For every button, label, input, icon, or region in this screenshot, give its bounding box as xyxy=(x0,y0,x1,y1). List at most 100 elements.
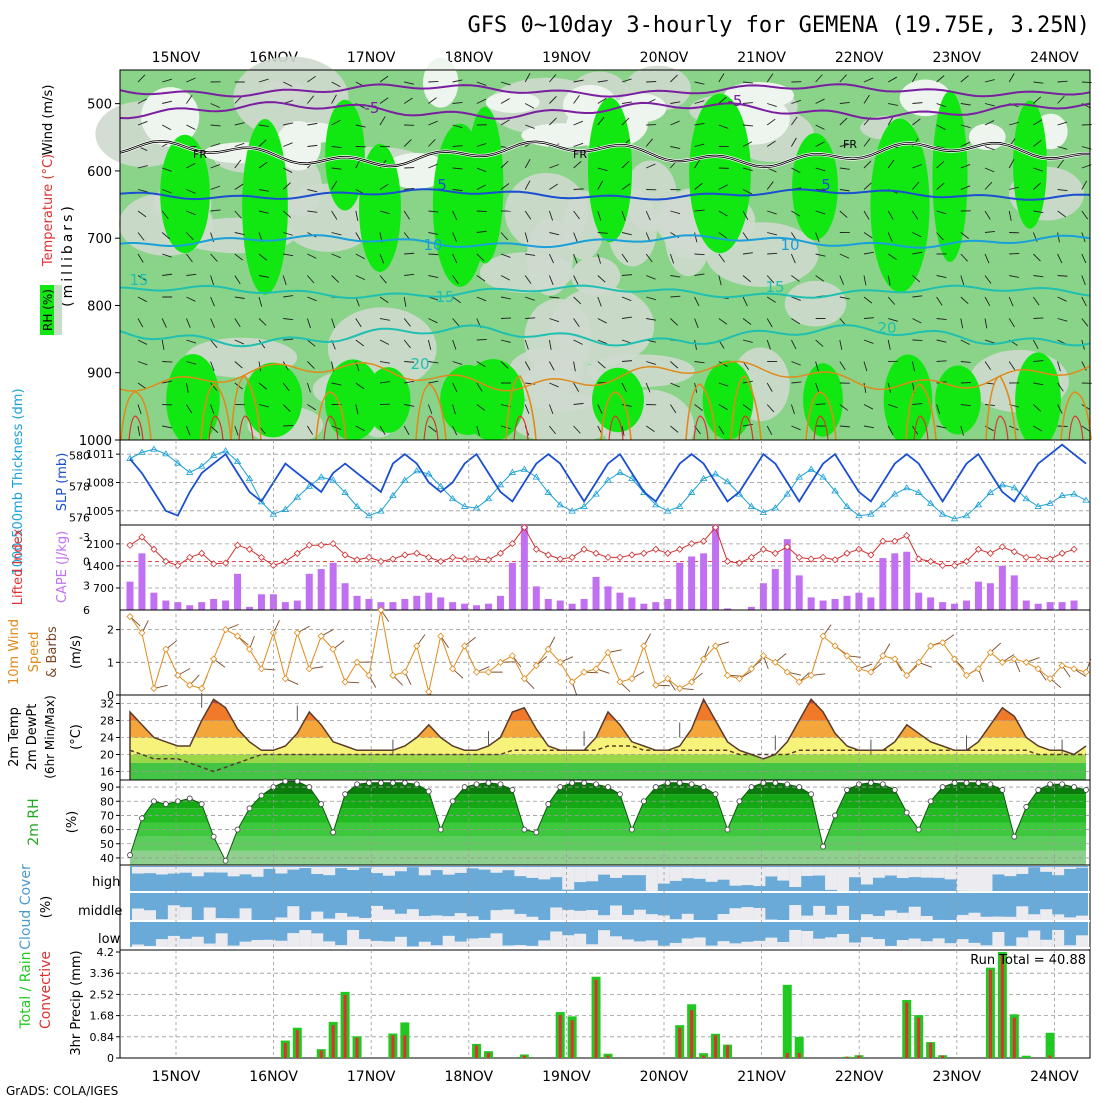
wind-barb xyxy=(646,163,656,169)
cape-li-panel: 2100 1400 700 -3 0 3 6 Lifted Index CAPE (J/kg… xyxy=(11,523,1091,617)
wind-barb xyxy=(791,210,801,217)
temperature-contour xyxy=(119,83,1091,98)
wind10m-speed-line-point xyxy=(138,629,146,637)
wind-barb xyxy=(476,230,487,233)
cloud-cell xyxy=(394,913,407,921)
temperature-contour xyxy=(119,323,1091,348)
rh-moist-column xyxy=(792,133,838,241)
wind-barb xyxy=(428,120,438,126)
wind10m-label-a: 10m Wind xyxy=(7,619,22,685)
thickness-line-point xyxy=(962,511,971,519)
wind-barb xyxy=(476,167,487,173)
wind-barb xyxy=(331,232,342,236)
wind-barb xyxy=(1033,139,1042,147)
wind-barb xyxy=(984,210,991,220)
wind-barb xyxy=(839,425,850,428)
wind-barb xyxy=(283,318,294,321)
cloud-cell xyxy=(251,940,264,948)
wind10m-axis: 2 1 0 xyxy=(107,624,120,702)
cape-bar xyxy=(831,598,839,610)
thickness-line-point xyxy=(138,448,146,455)
wind-barb xyxy=(670,146,681,149)
wind-barb xyxy=(863,77,874,83)
thickness-line-point xyxy=(389,491,397,499)
wind-barb xyxy=(210,296,215,307)
cloud-cell xyxy=(347,930,360,948)
cloud-cell xyxy=(598,930,611,948)
temp2m-axis-label: 20 xyxy=(100,749,114,762)
temp2m-axis-label: 28 xyxy=(100,715,114,728)
surface-temp-contour-warm xyxy=(1068,415,1084,441)
wind10m-speed-line-point xyxy=(508,652,516,660)
cloud-unit: (%) xyxy=(39,896,54,919)
rh-very-dry-patch xyxy=(724,82,795,109)
rh-dry-patch xyxy=(551,286,655,366)
wind-barb xyxy=(1057,275,1068,277)
wind10m-speed-line-point xyxy=(1058,662,1066,670)
wind-barb xyxy=(379,339,390,345)
wind-barb xyxy=(500,425,511,430)
wind-barb xyxy=(863,160,872,169)
wind-barb xyxy=(815,232,820,243)
cloud-cell xyxy=(896,912,909,921)
cloud-cell xyxy=(765,937,778,948)
wind-barb xyxy=(621,382,627,393)
wind-barb xyxy=(839,101,850,104)
wind-barb xyxy=(1033,182,1042,190)
wind-barb xyxy=(161,124,172,131)
rh2m-line-point xyxy=(461,784,468,790)
wind10m-panel: 2 1 0 10m Wind Speed & Barbs (m/s) xyxy=(7,606,1092,704)
li-line-point xyxy=(210,560,218,568)
wind-barb xyxy=(331,81,341,88)
wind10m-speed-line-point xyxy=(317,632,325,640)
cloud-cell xyxy=(777,941,790,948)
li-line-point xyxy=(1070,545,1078,553)
cape-bar xyxy=(616,592,624,610)
wind10m-speed-line-point xyxy=(974,665,983,673)
wind-barb xyxy=(912,73,918,83)
rh2m-unit: (%) xyxy=(65,811,80,834)
wind10m-speed-line-point xyxy=(353,658,361,666)
cloud-cell xyxy=(418,941,431,948)
wind-barb xyxy=(549,96,557,104)
wind-barb xyxy=(1033,275,1044,278)
cloud-cell xyxy=(837,867,850,892)
wind-barb xyxy=(912,403,923,405)
li-line-point xyxy=(520,523,528,531)
li-line-point xyxy=(783,543,791,551)
thickness-line-point xyxy=(568,507,576,514)
wind-barb xyxy=(307,296,317,302)
precip-convective-bar xyxy=(785,1052,789,1058)
thickness-line-point xyxy=(377,507,385,514)
wind-barb xyxy=(573,232,578,242)
cape-bar xyxy=(150,592,158,610)
cloud-cell xyxy=(347,867,360,871)
li-line-point xyxy=(472,555,481,563)
cape-bar xyxy=(222,600,230,610)
cloud-cell xyxy=(299,867,312,869)
rh-dry-patch xyxy=(479,252,574,294)
cloud-cell xyxy=(382,909,395,921)
wind-barb xyxy=(863,251,874,255)
wind-barb xyxy=(210,124,221,127)
wind-barb xyxy=(307,75,316,83)
bottom-date-label: 22NOV xyxy=(835,1069,884,1085)
wind10m-speed-line-point xyxy=(795,678,803,686)
wind-barb xyxy=(258,318,267,326)
cape-bar xyxy=(604,586,612,610)
wind-barb xyxy=(331,318,336,329)
cloud-cell xyxy=(621,867,634,876)
wind-barb xyxy=(573,95,580,104)
wind-barb xyxy=(597,80,608,83)
rh2m-line-point xyxy=(509,787,516,793)
thickness-line-point xyxy=(819,473,827,480)
li-line-point xyxy=(568,553,576,561)
li-line-point xyxy=(413,549,421,557)
wind-barb xyxy=(282,182,291,190)
wind-barb xyxy=(815,124,825,130)
rh2m-line-point xyxy=(903,809,910,816)
wind-barb xyxy=(1008,361,1016,371)
wind-barb xyxy=(645,253,653,263)
